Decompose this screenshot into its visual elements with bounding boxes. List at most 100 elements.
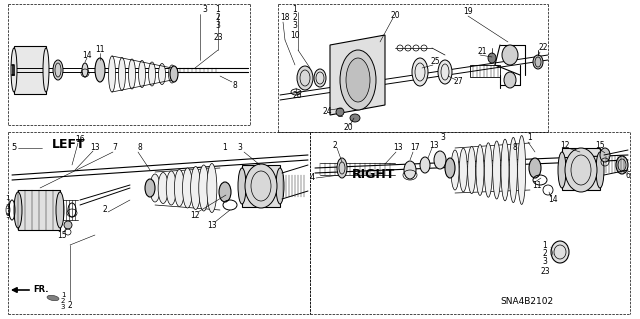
Text: 11: 11 <box>95 46 105 55</box>
Bar <box>562 148 600 190</box>
Text: 13: 13 <box>429 140 439 150</box>
Ellipse shape <box>468 146 476 194</box>
Ellipse shape <box>118 57 125 91</box>
Ellipse shape <box>509 137 517 203</box>
Text: 13: 13 <box>90 144 100 152</box>
Ellipse shape <box>166 171 176 205</box>
Text: 17: 17 <box>410 144 420 152</box>
Text: 7: 7 <box>113 144 117 152</box>
Text: 20: 20 <box>343 123 353 132</box>
Ellipse shape <box>191 167 200 210</box>
Ellipse shape <box>445 158 455 178</box>
Ellipse shape <box>600 148 610 162</box>
Text: RIGHT: RIGHT <box>352 168 396 182</box>
Polygon shape <box>330 35 385 115</box>
Text: 24: 24 <box>322 108 332 116</box>
Ellipse shape <box>412 58 428 86</box>
Text: 10: 10 <box>290 32 300 41</box>
Text: 2: 2 <box>216 13 220 23</box>
Text: 2: 2 <box>292 13 298 23</box>
Text: 11: 11 <box>532 181 541 189</box>
Text: 21: 21 <box>477 48 487 56</box>
Ellipse shape <box>484 143 492 197</box>
Text: 22: 22 <box>538 43 548 53</box>
Ellipse shape <box>314 69 326 87</box>
Ellipse shape <box>129 59 136 89</box>
Ellipse shape <box>460 148 467 192</box>
Ellipse shape <box>502 45 518 65</box>
Ellipse shape <box>504 72 516 88</box>
Ellipse shape <box>420 157 430 173</box>
Ellipse shape <box>596 152 604 188</box>
Text: 1: 1 <box>61 292 65 298</box>
Ellipse shape <box>565 148 597 192</box>
Ellipse shape <box>493 141 500 199</box>
Text: 19: 19 <box>463 8 473 17</box>
Text: 3: 3 <box>237 144 243 152</box>
Text: 23: 23 <box>213 33 223 42</box>
Ellipse shape <box>488 53 496 63</box>
Text: 15: 15 <box>595 140 605 150</box>
Ellipse shape <box>336 108 344 116</box>
Ellipse shape <box>346 58 370 102</box>
Ellipse shape <box>616 156 628 174</box>
Ellipse shape <box>82 63 88 77</box>
Ellipse shape <box>159 63 166 85</box>
Text: 12: 12 <box>190 211 200 219</box>
Ellipse shape <box>297 66 313 90</box>
Text: 6: 6 <box>625 170 630 180</box>
Text: 13: 13 <box>207 220 217 229</box>
Bar <box>470 65 500 77</box>
Ellipse shape <box>158 173 168 204</box>
Ellipse shape <box>207 164 217 212</box>
Text: 1: 1 <box>223 144 227 152</box>
Text: 3: 3 <box>203 5 207 14</box>
Text: 4: 4 <box>309 174 315 182</box>
Ellipse shape <box>337 158 347 178</box>
Ellipse shape <box>109 56 115 92</box>
Ellipse shape <box>199 165 209 211</box>
Text: FR.: FR. <box>33 285 49 293</box>
Ellipse shape <box>11 48 17 92</box>
Ellipse shape <box>501 139 509 201</box>
Ellipse shape <box>53 60 63 80</box>
Text: 9: 9 <box>5 213 10 219</box>
Text: 8: 8 <box>232 80 237 90</box>
Text: 20: 20 <box>390 11 400 19</box>
Text: 13: 13 <box>393 144 403 152</box>
Ellipse shape <box>64 221 72 229</box>
Text: 5: 5 <box>12 144 17 152</box>
Text: 1: 1 <box>292 5 298 14</box>
Ellipse shape <box>145 179 155 197</box>
Text: 2: 2 <box>333 140 337 150</box>
Ellipse shape <box>47 295 59 301</box>
Text: 15: 15 <box>57 231 67 240</box>
Ellipse shape <box>219 182 231 202</box>
Ellipse shape <box>533 55 543 69</box>
Text: 8: 8 <box>138 144 142 152</box>
Text: 1: 1 <box>543 241 547 249</box>
Text: 27: 27 <box>453 78 463 86</box>
Ellipse shape <box>138 61 145 87</box>
Ellipse shape <box>95 58 105 82</box>
Text: 2: 2 <box>68 300 72 309</box>
Ellipse shape <box>168 65 175 83</box>
Ellipse shape <box>438 60 452 84</box>
Text: 3: 3 <box>5 204 10 210</box>
Text: 16: 16 <box>75 136 85 145</box>
Text: 12: 12 <box>560 140 570 150</box>
Ellipse shape <box>182 168 193 208</box>
Text: 1: 1 <box>527 133 532 143</box>
Text: 1: 1 <box>5 195 10 201</box>
Text: 18: 18 <box>280 13 290 23</box>
Ellipse shape <box>518 136 525 204</box>
Ellipse shape <box>14 192 22 228</box>
Text: 8: 8 <box>513 144 517 152</box>
Ellipse shape <box>529 158 541 178</box>
Bar <box>14 46 46 94</box>
Text: 2: 2 <box>102 205 108 214</box>
Ellipse shape <box>558 152 566 188</box>
Ellipse shape <box>150 174 160 202</box>
Text: 25: 25 <box>430 57 440 66</box>
Text: 1: 1 <box>216 5 220 14</box>
